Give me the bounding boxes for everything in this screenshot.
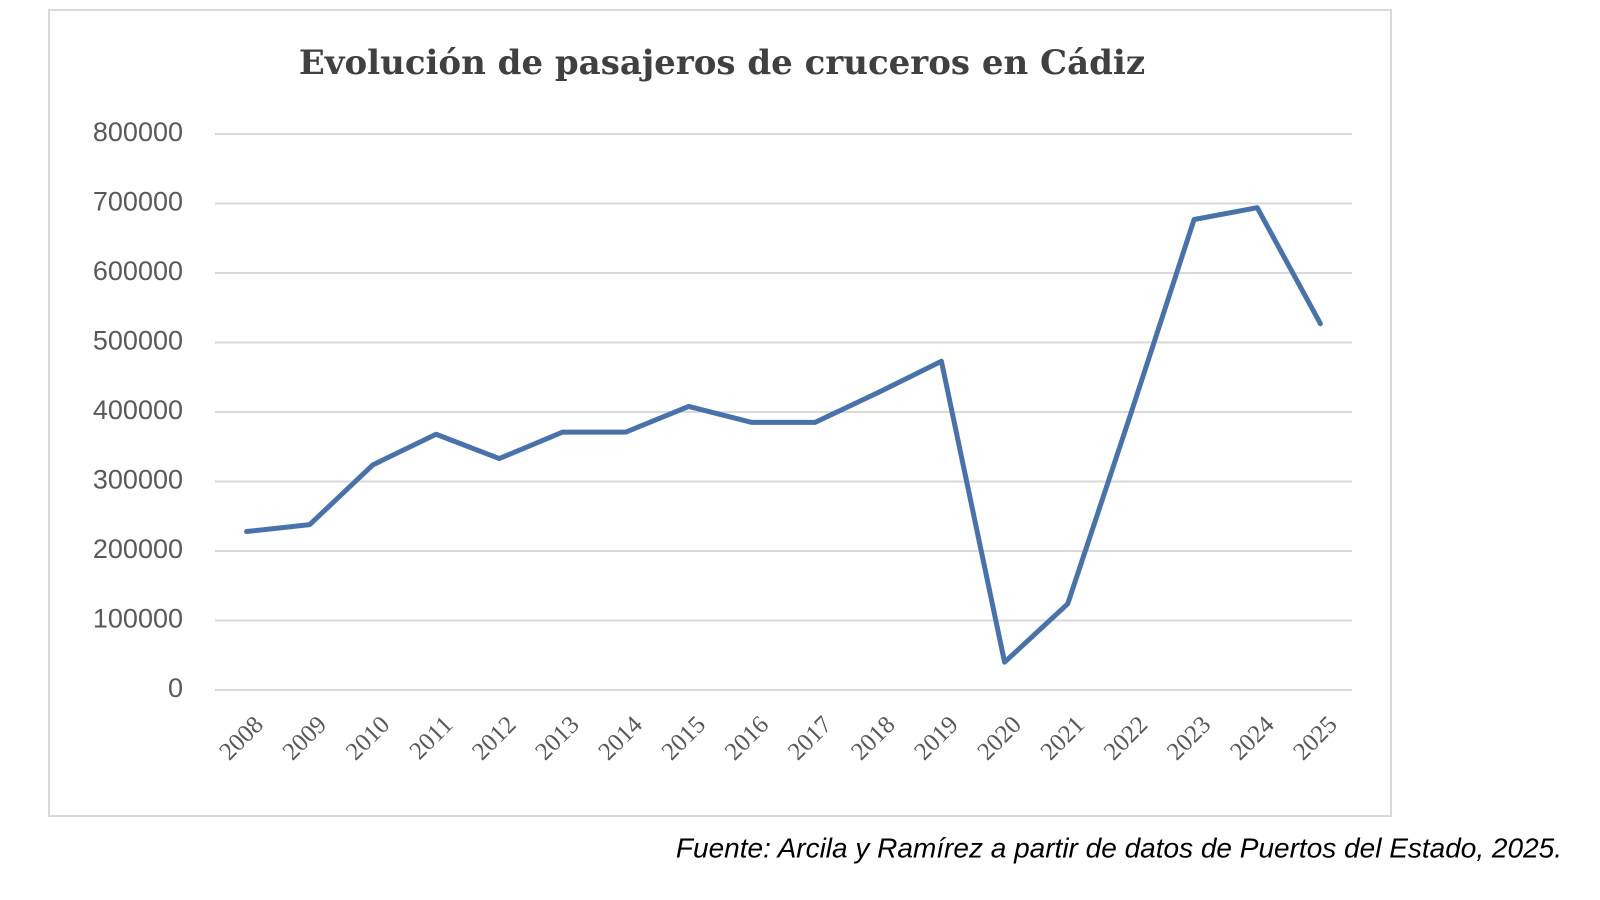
y-tick-label: 300000 [93,465,183,495]
y-tick-label: 700000 [93,187,183,217]
y-tick-label: 200000 [93,534,183,564]
y-tick-label: 800000 [93,117,183,147]
y-tick-label: 600000 [93,256,183,286]
y-tick-label: 500000 [93,326,183,356]
y-tick-label: 0 [168,673,183,703]
data-line [244,205,1323,665]
chart-title: Evolución de pasajeros de cruceros en Cá… [299,43,1145,83]
y-tick-label: 400000 [93,395,183,425]
source-note: Fuente: Arcila y Ramírez a partir de dat… [676,832,1562,863]
y-tick-label: 100000 [93,604,183,634]
